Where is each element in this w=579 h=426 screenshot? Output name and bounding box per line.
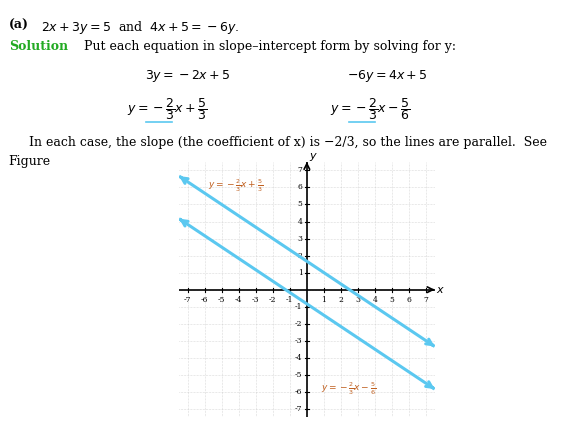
- Text: -2: -2: [269, 296, 277, 304]
- Text: -2: -2: [295, 320, 303, 328]
- Text: -3: -3: [295, 337, 303, 345]
- Text: $x$: $x$: [437, 285, 445, 295]
- Text: -7: -7: [295, 405, 303, 413]
- Text: $y$: $y$: [309, 151, 318, 163]
- Text: 6: 6: [406, 296, 412, 304]
- Text: 7: 7: [424, 296, 428, 304]
- Text: $y=-\frac{2}{3}x-\frac{5}{6}$: $y=-\frac{2}{3}x-\frac{5}{6}$: [321, 380, 376, 397]
- Text: $y=-\frac{2}{3}x+\frac{5}{3}$: $y=-\frac{2}{3}x+\frac{5}{3}$: [208, 177, 263, 194]
- Text: 2: 2: [298, 252, 303, 259]
- Text: In each case, the slope (the coefficient of x) is −2/3, so the lines are paralle: In each case, the slope (the coefficient…: [29, 136, 547, 150]
- Text: $2x + 3y = 5$  and  $4x + 5 = -6y.$: $2x + 3y = 5$ and $4x + 5 = -6y.$: [41, 19, 239, 36]
- Text: 3: 3: [298, 235, 303, 242]
- Text: 1: 1: [298, 269, 303, 276]
- Text: $3y = -2x + 5$: $3y = -2x + 5$: [145, 68, 230, 84]
- Text: Figure: Figure: [9, 155, 51, 169]
- Text: 5: 5: [298, 201, 303, 208]
- Text: Put each equation in slope–intercept form by solving for y:: Put each equation in slope–intercept for…: [84, 40, 456, 54]
- Text: -4: -4: [235, 296, 243, 304]
- Text: 5: 5: [390, 296, 394, 304]
- Text: -1: -1: [286, 296, 294, 304]
- Text: -4: -4: [295, 354, 303, 362]
- Text: -1: -1: [295, 303, 303, 311]
- Text: -5: -5: [218, 296, 225, 304]
- Text: -7: -7: [184, 296, 191, 304]
- Text: 7: 7: [298, 167, 303, 174]
- Text: 6: 6: [298, 184, 303, 191]
- Text: -5: -5: [295, 371, 303, 379]
- Text: 3: 3: [356, 296, 361, 304]
- Text: -3: -3: [252, 296, 259, 304]
- Text: $y = -\dfrac{2}{3}x - \dfrac{5}{6}$: $y = -\dfrac{2}{3}x - \dfrac{5}{6}$: [330, 96, 411, 122]
- Text: 4: 4: [298, 218, 303, 225]
- Text: 1: 1: [321, 296, 327, 304]
- Text: -6: -6: [201, 296, 208, 304]
- Text: $y = -\dfrac{2}{3}x + \dfrac{5}{3}$: $y = -\dfrac{2}{3}x + \dfrac{5}{3}$: [127, 96, 208, 122]
- Text: 2: 2: [339, 296, 343, 304]
- Text: $-6y = 4x + 5$: $-6y = 4x + 5$: [347, 68, 428, 84]
- Text: 4: 4: [373, 296, 378, 304]
- Text: Solution: Solution: [9, 40, 68, 54]
- Text: -6: -6: [295, 388, 303, 396]
- Text: (a): (a): [9, 19, 29, 32]
